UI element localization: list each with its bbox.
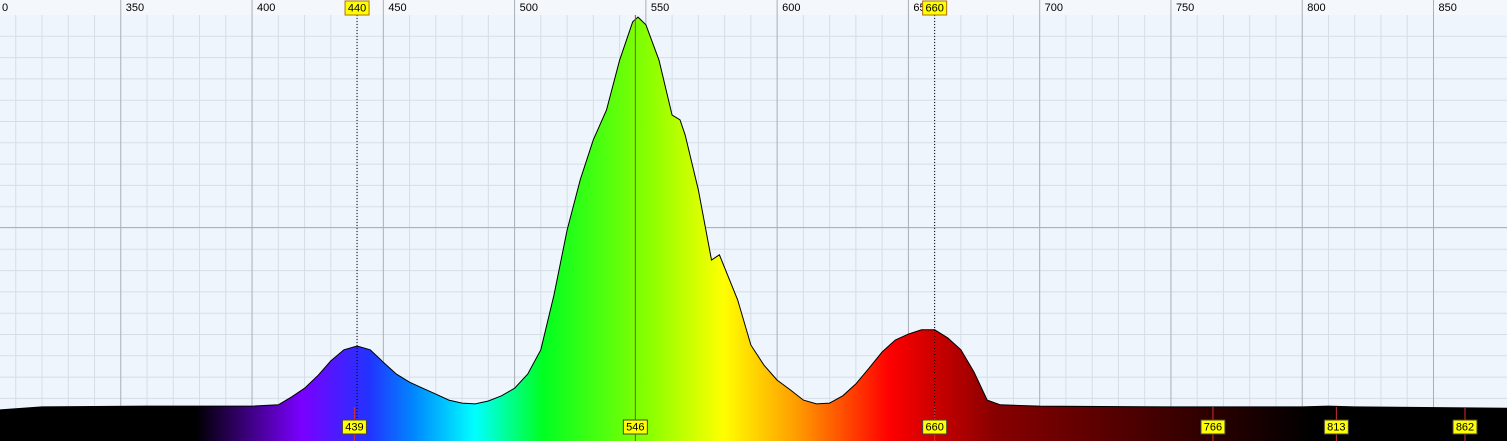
peak-label: 660 [925, 421, 943, 433]
x-tick-label: 700 [1045, 2, 1063, 14]
x-tick-label: 550 [651, 2, 669, 14]
x-tick-label: 0 [2, 2, 8, 14]
x-tick-label: 500 [520, 2, 538, 14]
x-tick-label: 600 [782, 2, 800, 14]
spectrum-line [0, 16, 1507, 411]
x-tick-label: 350 [126, 2, 144, 14]
peak-label-box [1323, 419, 1349, 435]
cursor-label: 660 [925, 2, 943, 14]
x-tick-label: 850 [1438, 2, 1456, 14]
spectrum-area [0, 17, 1507, 441]
peak-label: 862 [1456, 421, 1474, 433]
peak-label-box [622, 419, 648, 435]
cursor-label-box [344, 0, 370, 16]
cursor-label-box [922, 0, 948, 16]
peak-label-box [1200, 419, 1226, 435]
axis-strip [0, 0, 1507, 15]
peak-label: 439 [345, 421, 363, 433]
cursor-label: 440 [348, 2, 366, 14]
peak-label: 766 [1204, 421, 1222, 433]
peak-label-box [1452, 419, 1478, 435]
peak-label-box [922, 419, 948, 435]
x-tick-label: 800 [1307, 2, 1325, 14]
x-tick-label: 750 [1176, 2, 1194, 14]
peak-label: 813 [1327, 421, 1345, 433]
x-tick-label: 450 [388, 2, 406, 14]
peak-label-box [341, 419, 367, 435]
x-tick-label: 400 [257, 2, 275, 14]
peak-label: 546 [626, 421, 644, 433]
